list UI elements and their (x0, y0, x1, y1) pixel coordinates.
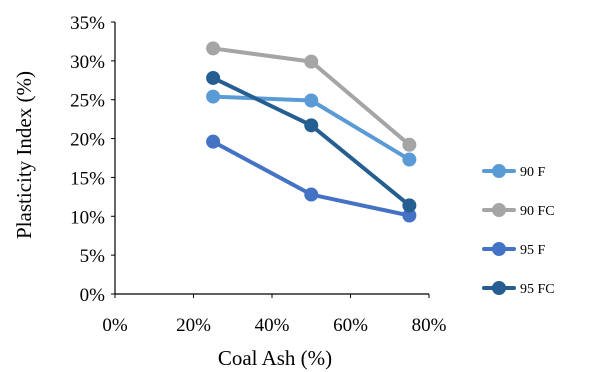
axes (111, 21, 430, 298)
y-tick-label: 0% (80, 285, 106, 306)
y-tick-label: 35% (70, 13, 105, 34)
legend-item: 90 F (482, 164, 546, 180)
legend-item: 95 FC (482, 281, 555, 297)
legend-item: 95 F (482, 242, 546, 258)
x-tick-label: 0% (102, 315, 128, 336)
data-point (304, 187, 319, 202)
data-point (206, 70, 221, 85)
legend-marker (492, 281, 506, 295)
legend-label: 90 F (520, 165, 546, 180)
legend-marker (492, 242, 506, 256)
legend-marker (492, 203, 506, 217)
x-tick-label: 40% (255, 315, 290, 336)
legend-marker (492, 164, 506, 178)
data-point (206, 89, 221, 104)
series-95-f (206, 134, 417, 223)
x-axis-title: Coal Ash (%) (218, 346, 332, 370)
x-tick-label: 60% (333, 315, 368, 336)
series-line (211, 139, 412, 218)
y-tick-label: 30% (70, 52, 105, 73)
data-point (402, 137, 417, 152)
y-tick-label: 20% (70, 130, 105, 151)
legend-label: 95 F (520, 243, 546, 258)
data-point (402, 152, 417, 167)
y-tick-label: 15% (70, 168, 105, 189)
data-point (304, 93, 319, 108)
series-90-fc (206, 41, 417, 152)
legend-item: 90 FC (482, 203, 555, 219)
series-90-f (206, 89, 417, 167)
x-tick-label: 80% (412, 315, 447, 336)
data-point (304, 54, 319, 69)
legend-label: 95 FC (520, 282, 555, 297)
legend-label: 90 FC (520, 204, 555, 219)
series-95-fc (206, 70, 417, 213)
y-axis-title: Plasticity Index (%) (12, 71, 36, 239)
y-tick-label: 5% (80, 246, 106, 267)
data-point (206, 41, 221, 56)
data-point (304, 118, 319, 133)
tick-labels: 0% 5% 10% 15% 20% 25% 30% 35% 0% 20% 40% 60% 80% (70, 13, 446, 336)
x-tick-label: 20% (176, 315, 211, 336)
series-layer (206, 41, 417, 223)
legend: 90 F 90 FC 95 F 95 FC (482, 164, 555, 297)
data-point (402, 198, 417, 213)
data-point (206, 134, 221, 149)
y-tick-label: 10% (70, 207, 105, 228)
y-tick-label: 25% (70, 91, 105, 112)
